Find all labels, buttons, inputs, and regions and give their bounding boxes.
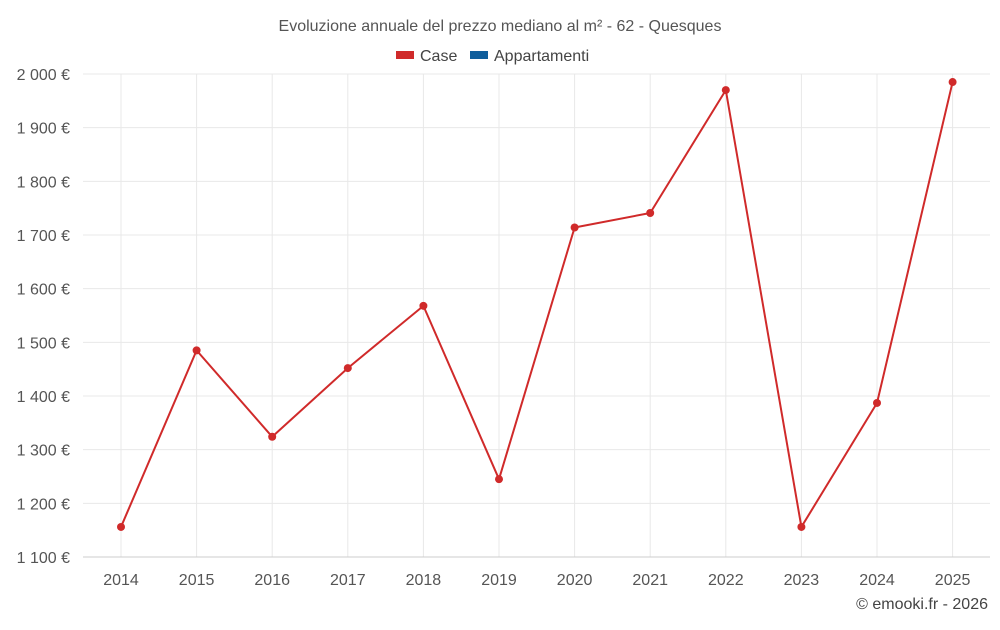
data-point: [419, 301, 428, 310]
y-tick-label: 1 700 €: [17, 228, 70, 245]
x-tick-label: 2018: [406, 572, 442, 589]
data-point: [721, 86, 730, 95]
chart-title: Evoluzione annuale del prezzo mediano al…: [279, 18, 722, 35]
y-tick-label: 2 000 €: [17, 67, 70, 84]
data-point: [797, 522, 806, 531]
x-tick-label: 2015: [179, 572, 215, 589]
credit-text: © emooki.fr - 2026: [856, 596, 988, 613]
data-point: [948, 78, 957, 87]
y-tick-label: 1 200 €: [17, 496, 70, 513]
legend-label: Appartamenti: [494, 48, 589, 65]
y-tick-label: 1 800 €: [17, 174, 70, 191]
grid-lines: [83, 73, 990, 558]
x-tick-label: 2016: [254, 572, 290, 589]
legend-swatch: [396, 51, 414, 59]
series-layer: [117, 78, 957, 531]
data-point: [646, 208, 655, 217]
x-tick-label: 2023: [784, 572, 820, 589]
y-tick-label: 1 900 €: [17, 121, 70, 138]
x-tick-label: 2017: [330, 572, 366, 589]
y-tick-label: 1 400 €: [17, 389, 70, 406]
data-point: [343, 364, 352, 373]
series-line-case: [120, 81, 954, 528]
legend-swatch: [470, 51, 488, 59]
data-point: [117, 522, 125, 531]
x-tick-label: 2025: [935, 572, 971, 589]
x-tick-label: 2020: [557, 572, 593, 589]
legend-label: Case: [420, 48, 457, 65]
y-axis: 1 100 € 1 200 € 1 300 € 1 400 € 1 500 € 1 600…: [17, 67, 70, 567]
data-point: [268, 432, 277, 441]
y-tick-label: 1 100 €: [17, 550, 70, 567]
x-tick-label: 2014: [103, 572, 139, 589]
y-tick-label: 1 500 €: [17, 335, 70, 352]
x-tick-label: 2019: [481, 572, 517, 589]
y-tick-label: 1 300 €: [17, 443, 70, 460]
x-tick-label: 2021: [632, 572, 668, 589]
y-tick-label: 1 600 €: [17, 282, 70, 299]
x-tick-label: 2024: [859, 572, 895, 589]
data-point: [570, 223, 579, 232]
data-point: [192, 346, 201, 355]
legend: Case Appartamenti: [396, 48, 589, 65]
data-point: [873, 398, 881, 407]
data-point: [495, 475, 503, 484]
x-tick-label: 2022: [708, 572, 744, 589]
x-axis: 2014 2015 2016 2017 2018 2019 2020 2021 2022 2023…: [83, 556, 990, 589]
